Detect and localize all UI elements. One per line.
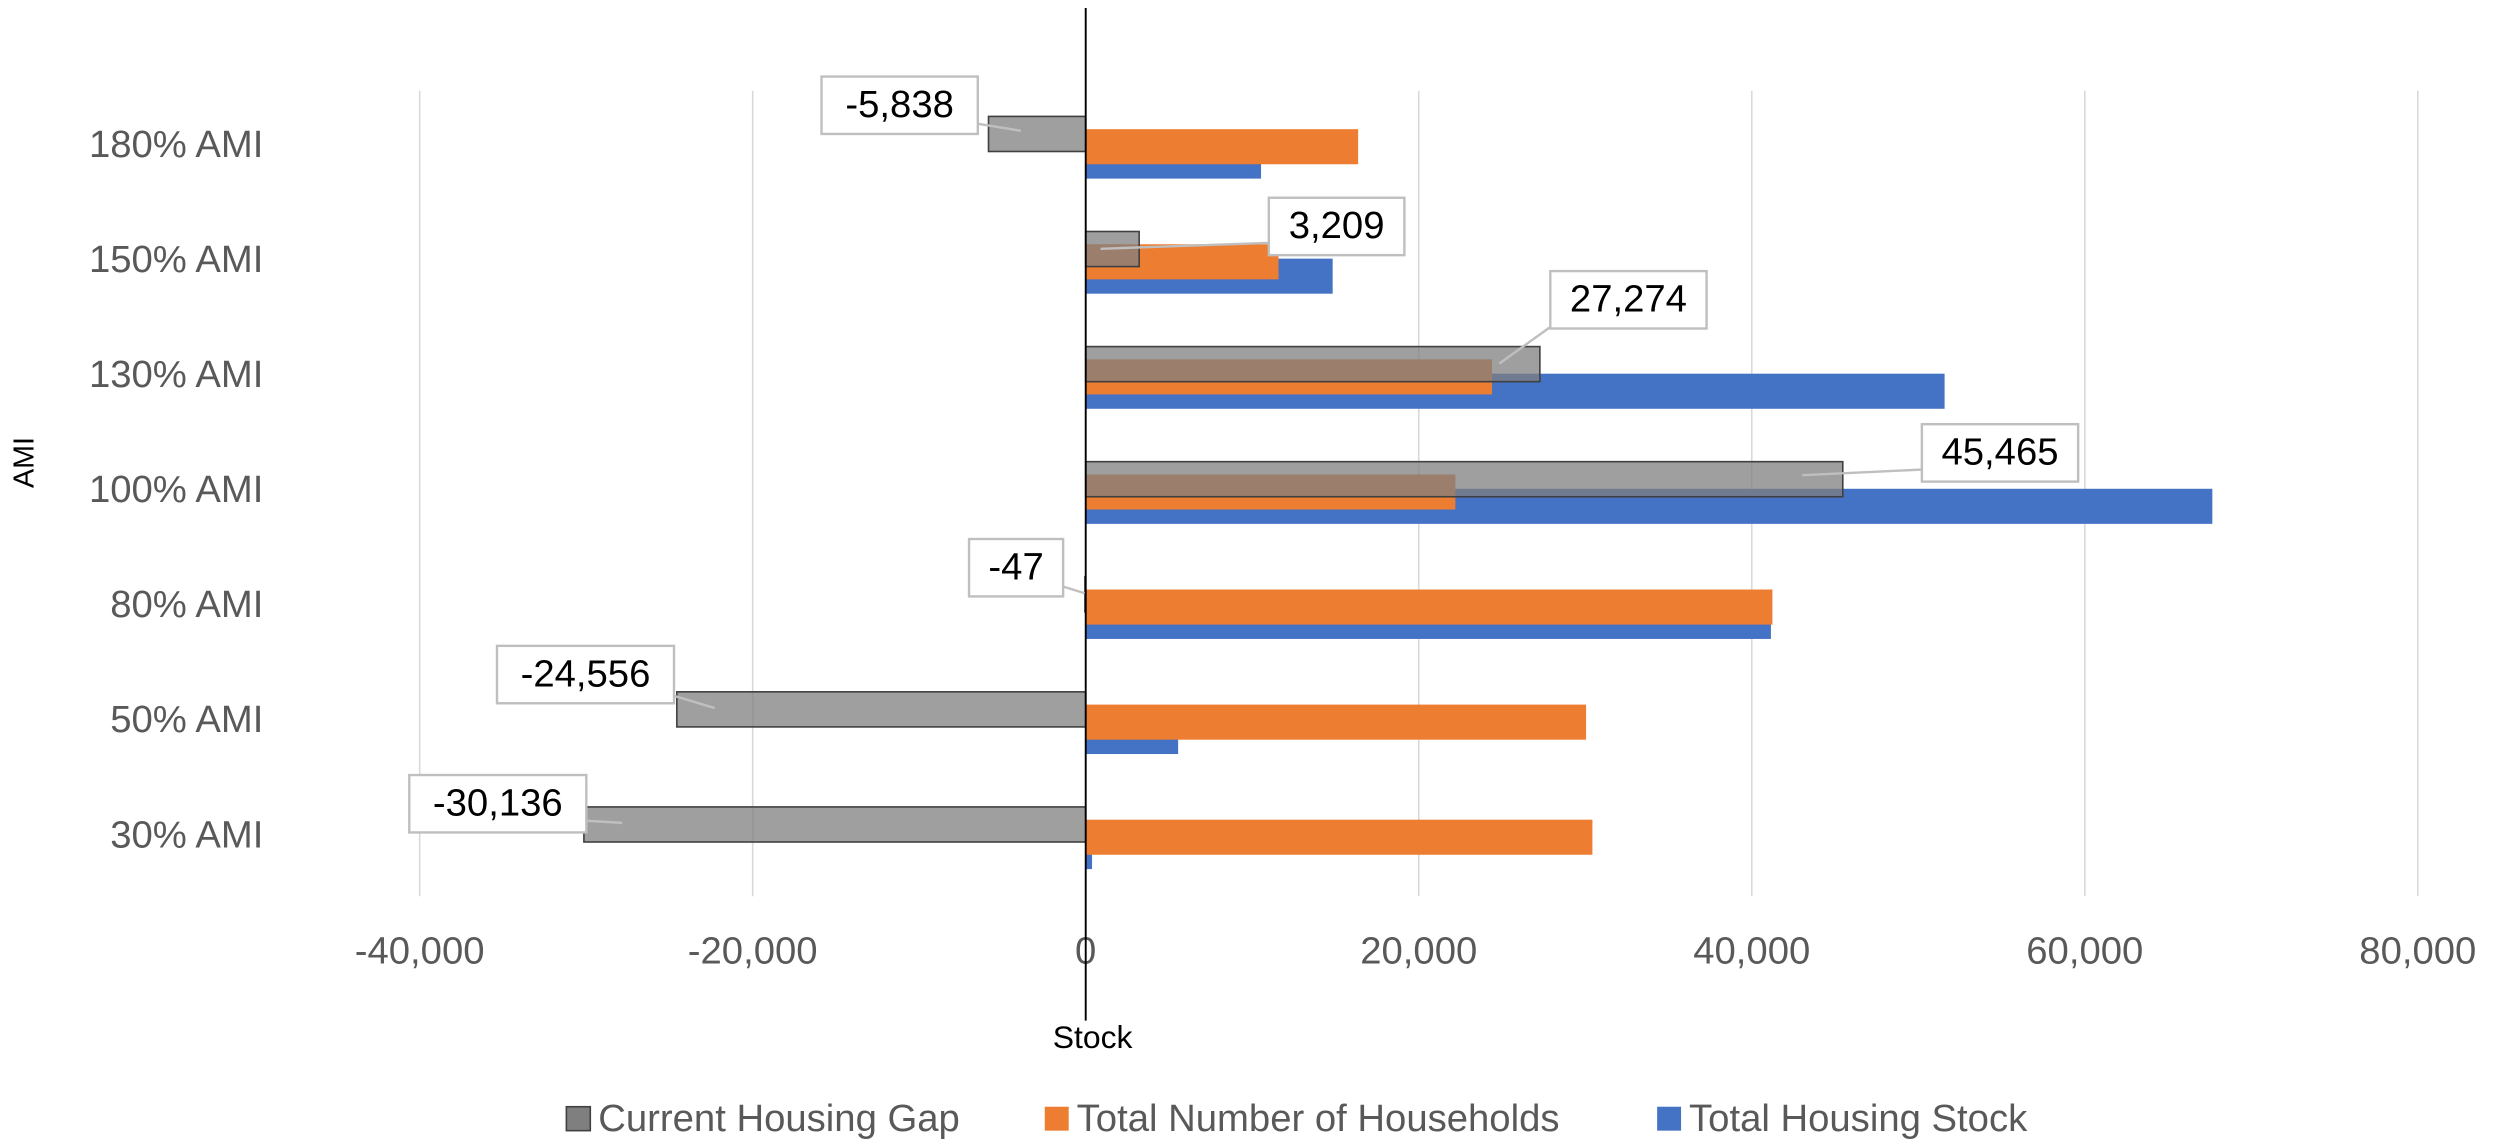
leader-line [1100,241,1283,250]
bar [1085,704,1587,740]
legend-swatch [565,1105,592,1132]
legend-swatch [1044,1106,1069,1131]
x-tick-label: 20,000 [1360,930,1477,973]
label-box [408,773,588,834]
y-tick-label: 80% AMI [110,583,263,626]
bar [1084,460,1844,498]
label-box [1267,196,1406,257]
data-label: 3,209 [1289,204,1385,247]
x-tick-label: 60,000 [2026,930,2143,973]
bar [987,115,1087,153]
legend-label: Total Housing Stock [1689,1097,2028,1140]
data-label: 27,274 [1570,278,1687,321]
y-tick-label: 100% AMI [89,468,263,511]
y-tick-label: 150% AMI [89,238,263,281]
data-label: 45,465 [1941,431,2058,474]
x-tick-label: -40,000 [355,930,485,973]
bar [1085,589,1773,625]
bar [676,691,1087,728]
y-tick-label: 50% AMI [110,698,263,741]
legend-swatch [1657,1106,1682,1131]
x-tick-label: 80,000 [2359,930,2476,973]
label-box [1549,269,1708,330]
y-tick-label: 30% AMI [110,813,263,856]
data-label: -47 [988,545,1043,588]
data-label: -24,556 [521,652,651,695]
label-box [495,644,676,705]
bar [1085,819,1593,855]
y-tick-label: 130% AMI [89,353,263,396]
y-axis-title: AMI [8,437,40,488]
legend-label: Total Number of Households [1077,1097,1560,1140]
data-label: -5,838 [845,83,954,126]
x-tick-label: -20,000 [688,930,818,973]
legend-label: Current Housing Gap [598,1097,960,1140]
label-box [1920,422,2080,483]
bar [1085,129,1359,165]
x-axis-title: Stock [1053,1019,1133,1055]
y-tick-label: 180% AMI [89,123,263,166]
label-box [967,537,1065,598]
data-label: -30,136 [433,781,563,824]
x-tick-label: 40,000 [1693,930,1810,973]
bar [583,806,1087,843]
leader-line [1802,467,1938,477]
bar [1084,345,1541,383]
label-box [820,75,980,136]
